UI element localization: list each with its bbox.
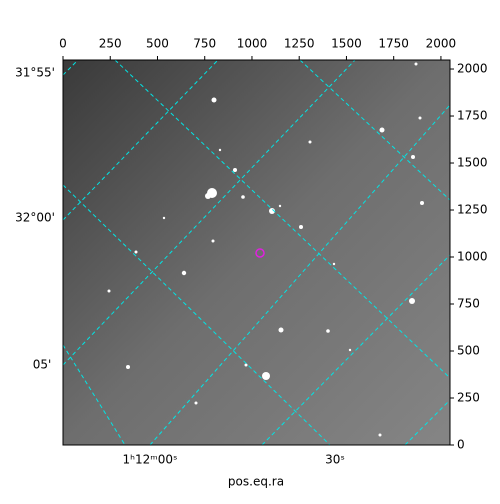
y-tick-label: 0: [457, 438, 465, 452]
y-tick-label: 1250: [457, 203, 488, 217]
x-tick-label: 1500: [331, 37, 362, 51]
x-tick-label: 250: [99, 37, 122, 51]
x-tick-label: 0: [59, 37, 67, 51]
axes-frame: [62, 59, 451, 446]
x-axis-label: pos.eq.ra: [228, 475, 284, 489]
dec-label: 31°55': [15, 66, 55, 80]
x-tick-label: 1750: [378, 37, 409, 51]
coordinate-grid: [63, 60, 450, 445]
target-marker: [255, 248, 265, 258]
x-tick-label: 1250: [284, 37, 315, 51]
x-tick-label: 2000: [426, 37, 457, 51]
x-tick-label: 750: [193, 37, 216, 51]
x-tick-label: 500: [146, 37, 169, 51]
ra-label: 1ʰ12ᵐ00ˢ: [123, 453, 178, 467]
ra-label: 30ˢ: [325, 453, 345, 467]
y-tick-label: 2000: [457, 62, 488, 76]
y-tick-label: 250: [457, 391, 480, 405]
dec-label: 05': [33, 358, 52, 372]
y-tick-label: 1000: [457, 250, 488, 264]
y-tick-label: 1750: [457, 109, 488, 123]
y-tick-label: 750: [457, 297, 480, 311]
x-tick-label: 1000: [237, 37, 268, 51]
y-tick-label: 1500: [457, 156, 488, 170]
y-tick-label: 500: [457, 344, 480, 358]
dec-label: 32°00': [15, 211, 55, 225]
stars: [107, 62, 424, 437]
